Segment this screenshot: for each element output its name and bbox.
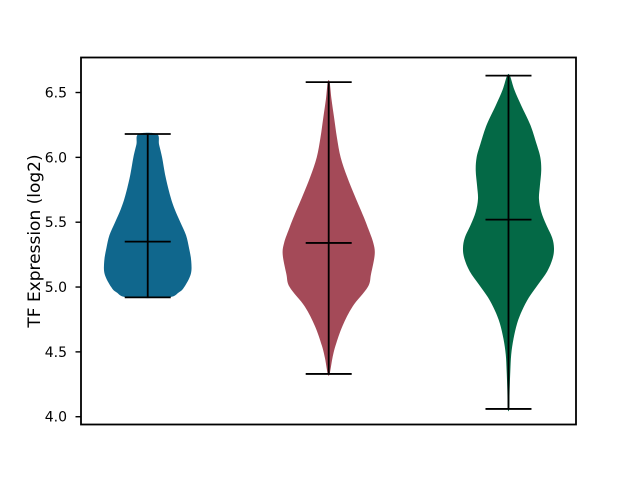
plot-area: 4.0 4.5 5.0 5.5 6.0 6.5 [45, 56, 577, 426]
y-tick-label-2: 5.0 [45, 280, 67, 296]
y-tick-label-5: 6.5 [45, 86, 67, 102]
y-tick-label-0: 4.0 [45, 410, 67, 426]
plot-frame [80, 56, 577, 426]
y-tick-label-4: 6.0 [45, 150, 67, 166]
y-axis-label: TF Expression (log2) [25, 154, 45, 328]
y-tick-label-3: 5.5 [45, 215, 67, 231]
y-tick-label-1: 4.5 [45, 345, 67, 361]
